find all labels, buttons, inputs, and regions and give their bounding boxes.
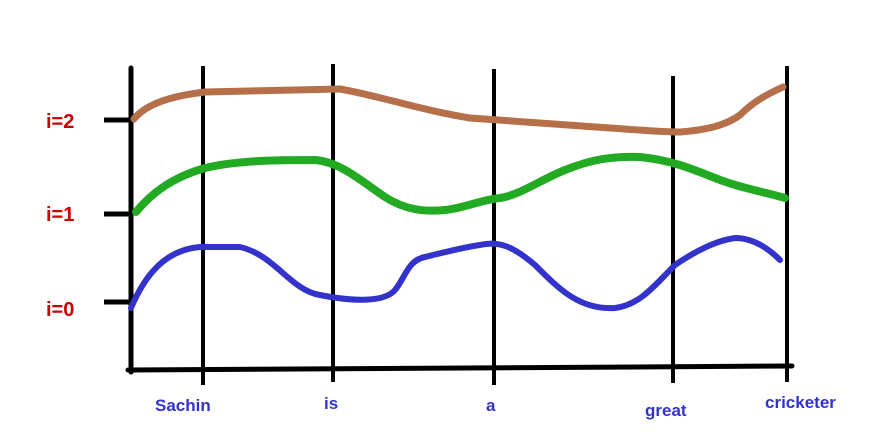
word-label-a: a xyxy=(486,396,496,415)
curves xyxy=(128,83,789,312)
word-labels: Sachin is a great cricketer xyxy=(155,393,836,420)
curve-i1 xyxy=(132,152,789,216)
level-labels: i=2 i=1 i=0 xyxy=(46,111,74,321)
word-label-sachin: Sachin xyxy=(155,396,211,415)
curve-i2 xyxy=(130,83,787,136)
level-label-i1: i=1 xyxy=(46,204,74,226)
x-axis xyxy=(125,363,795,373)
word-label-cricketer: cricketer xyxy=(765,393,836,412)
word-separators xyxy=(201,64,789,385)
word-label-is: is xyxy=(324,394,338,413)
word-label-great: great xyxy=(645,401,687,420)
level-label-i0: i=0 xyxy=(46,299,74,321)
curve-i0 xyxy=(128,235,783,312)
level-label-i2: i=2 xyxy=(46,111,74,133)
